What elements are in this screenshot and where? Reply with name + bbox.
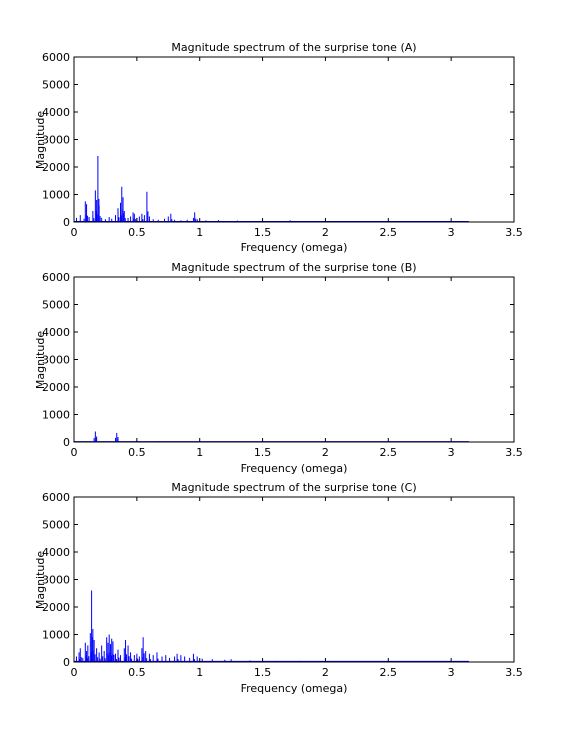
subplot-b-xtick-label: 3.5 xyxy=(505,446,523,459)
subplot-b-ytick-label: 2000 xyxy=(42,381,70,394)
subplot-c-xtick-label: 1 xyxy=(196,666,203,679)
subplot-a-xtick-label: 0 xyxy=(71,226,78,239)
subplot-b-xlabel: Frequency (omega) xyxy=(241,462,348,475)
subplot-a-xtick-label: 3.5 xyxy=(505,226,523,239)
subplot-a-ylabel: Magnitude xyxy=(34,111,47,170)
subplot-a-ytick-label: 0 xyxy=(63,216,70,229)
subplot-b-ylabel: Magnitude xyxy=(34,331,47,390)
subplot-c-ytick-label: 6000 xyxy=(42,491,70,504)
subplot-c-ytick-label: 4000 xyxy=(42,546,70,559)
subplot-c-xlabel: Frequency (omega) xyxy=(241,682,348,695)
subplot-c-xtick-label: 3.5 xyxy=(505,666,523,679)
subplot-b-xtick-label: 1.5 xyxy=(254,446,272,459)
subplot-b: Magnitude spectrum of the surprise tone … xyxy=(34,261,523,475)
subplot-c: Magnitude spectrum of the surprise tone … xyxy=(34,481,523,695)
subplot-b-ytick-label: 6000 xyxy=(42,271,70,284)
subplot-c-ylabel: Magnitude xyxy=(34,551,47,610)
subplot-b-ytick-label: 3000 xyxy=(42,354,70,367)
subplot-a-xtick-label: 2.5 xyxy=(380,226,398,239)
subplot-b-xtick-label: 0 xyxy=(71,446,78,459)
subplot-a-ytick-label: 6000 xyxy=(42,51,70,64)
subplot-b-ytick-label: 5000 xyxy=(42,299,70,312)
subplot-c-xtick-label: 2.5 xyxy=(380,666,398,679)
subplot-c-xtick-label: 2 xyxy=(322,666,329,679)
subplot-a-ytick-label: 1000 xyxy=(42,189,70,202)
subplot-c-xtick-label: 1.5 xyxy=(254,666,272,679)
subplot-b-xtick-label: 2 xyxy=(322,446,329,459)
subplot-a-xtick-label: 3 xyxy=(448,226,455,239)
subplot-b-xtick-label: 2.5 xyxy=(380,446,398,459)
subplot-c-ytick-label: 3000 xyxy=(42,574,70,587)
subplot-a-ytick-label: 4000 xyxy=(42,106,70,119)
subplot-b-xtick-label: 0.5 xyxy=(128,446,146,459)
subplot-c-ytick-label: 1000 xyxy=(42,629,70,642)
subplot-a-xtick-label: 1.5 xyxy=(254,226,272,239)
subplot-b-ytick-label: 4000 xyxy=(42,326,70,339)
subplot-c-series-0 xyxy=(74,590,469,663)
subplot-a-ytick-label: 5000 xyxy=(42,79,70,92)
subplot-a: Magnitude spectrum of the surprise tone … xyxy=(34,41,523,254)
subplot-b-xtick-label: 1 xyxy=(196,446,203,459)
subplot-c-xtick-label: 3 xyxy=(448,666,455,679)
subplot-b-ytick-label: 0 xyxy=(63,436,70,449)
subplot-c-ytick-label: 5000 xyxy=(42,519,70,532)
subplot-c-title: Magnitude spectrum of the surprise tone … xyxy=(171,481,416,494)
subplot-a-title: Magnitude spectrum of the surprise tone … xyxy=(171,41,416,54)
subplot-a-xtick-label: 1 xyxy=(196,226,203,239)
subplot-c-ytick-label: 0 xyxy=(63,656,70,669)
subplot-a-ytick-label: 2000 xyxy=(42,161,70,174)
subplot-c-xtick-label: 0.5 xyxy=(128,666,146,679)
subplot-b-xtick-label: 3 xyxy=(448,446,455,459)
subplot-a-ytick-label: 3000 xyxy=(42,134,70,147)
subplot-c-ytick-label: 2000 xyxy=(42,601,70,614)
subplot-a-xtick-label: 2 xyxy=(322,226,329,239)
subplot-c-xtick-label: 0 xyxy=(71,666,78,679)
subplot-a-xtick-label: 0.5 xyxy=(128,226,146,239)
subplot-a-xlabel: Frequency (omega) xyxy=(241,241,348,254)
subplot-b-title: Magnitude spectrum of the surprise tone … xyxy=(171,261,416,274)
subplot-b-ytick-label: 1000 xyxy=(42,409,70,422)
